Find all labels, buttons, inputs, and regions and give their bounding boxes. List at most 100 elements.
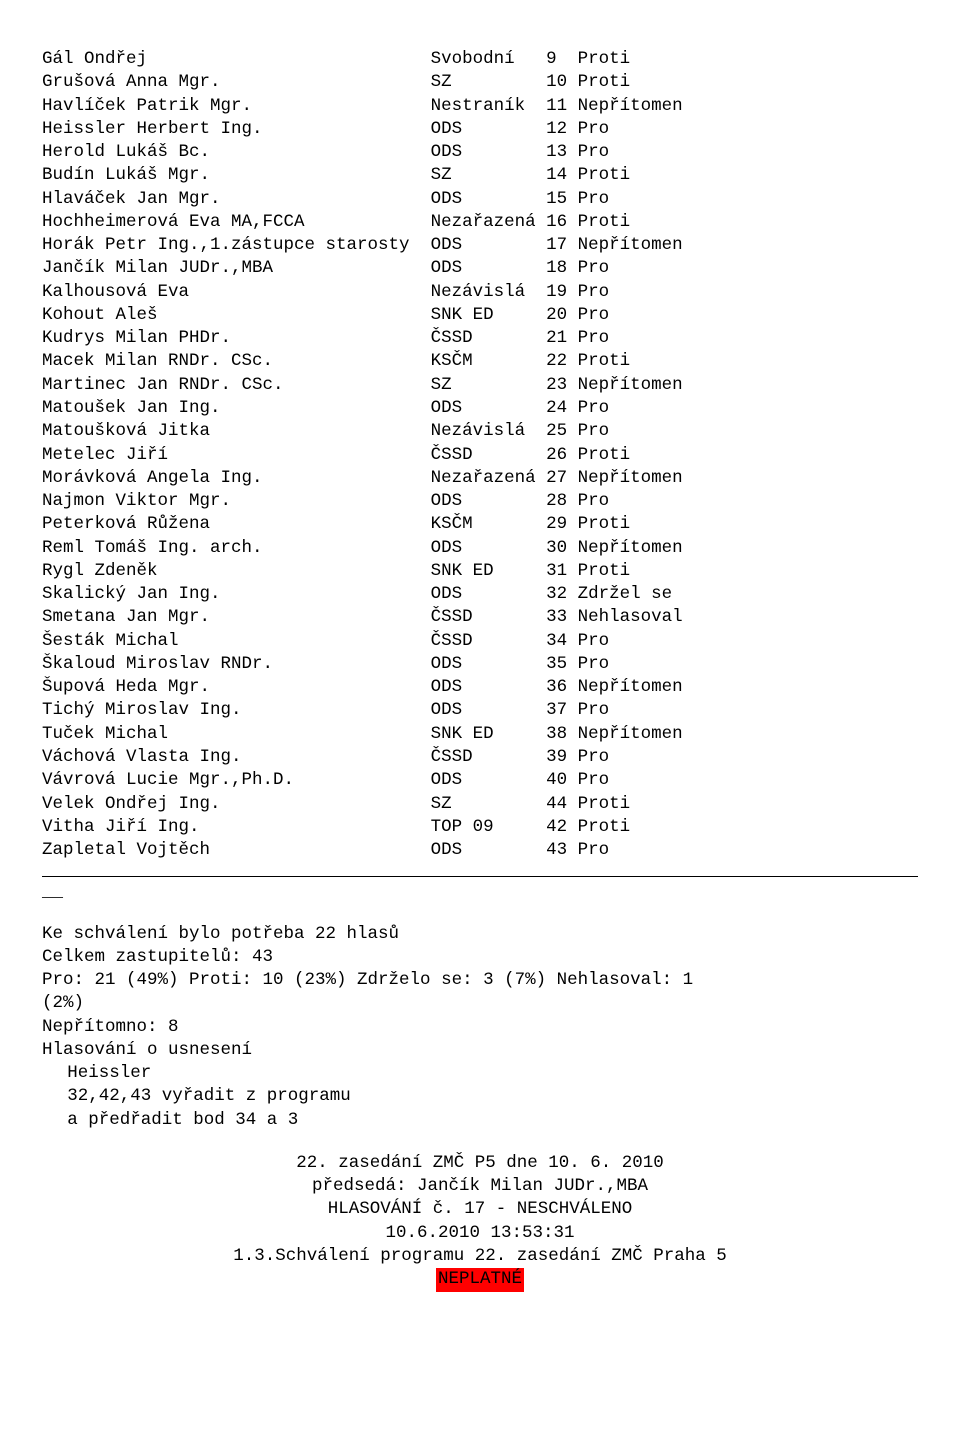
member-vote: Proti xyxy=(578,164,918,187)
member-number: 30 xyxy=(546,537,578,560)
member-vote: Nepřítomen xyxy=(578,467,918,490)
member-vote: Pro xyxy=(578,420,918,443)
member-number: 18 xyxy=(546,257,578,280)
member-vote: Zdržel se xyxy=(578,583,918,606)
member-number: 26 xyxy=(546,444,578,467)
roster-row: Budín Lukáš Mgr.SZ14Proti xyxy=(42,164,918,187)
member-vote: Proti xyxy=(578,513,918,536)
member-number: 38 xyxy=(546,723,578,746)
footer-vote-id: HLASOVÁNÍ č. 17 - NESCHVÁLENO xyxy=(42,1198,918,1221)
member-vote: Pro xyxy=(578,257,918,280)
member-name: Tuček Michal xyxy=(42,723,431,746)
member-party: ODS xyxy=(431,839,547,862)
footer-invalid-wrapper: NEPLATNÉ xyxy=(42,1268,918,1291)
member-number: 37 xyxy=(546,699,578,722)
roster-row: Hlaváček Jan Mgr.ODS15Pro xyxy=(42,188,918,211)
member-number: 42 xyxy=(546,816,578,839)
roster-row: Váchová Vlasta Ing.ČSSD39Pro xyxy=(42,746,918,769)
member-number: 39 xyxy=(546,746,578,769)
roster-row: Jančík Milan JUDr.,MBAODS18Pro xyxy=(42,257,918,280)
member-name: Heissler Herbert Ing. xyxy=(42,118,431,141)
member-name: Matoušek Jan Ing. xyxy=(42,397,431,420)
footer-agenda: 1.3.Schválení programu 22. zasedání ZMČ … xyxy=(42,1245,918,1268)
member-number: 44 xyxy=(546,793,578,816)
member-name: Váchová Vlasta Ing. xyxy=(42,746,431,769)
member-party: ODS xyxy=(431,490,547,513)
roster-row: Macek Milan RNDr. CSc.KSČM22Proti xyxy=(42,350,918,373)
member-vote: Pro xyxy=(578,141,918,164)
roster-row: Peterková RůženaKSČM29Proti xyxy=(42,513,918,536)
member-party: KSČM xyxy=(431,513,547,536)
member-name: Škaloud Miroslav RNDr. xyxy=(42,653,431,676)
footer-timestamp: 10.6.2010 13:53:31 xyxy=(42,1222,918,1245)
member-number: 19 xyxy=(546,281,578,304)
member-name: Horák Petr Ing.,1.zástupce starosty xyxy=(42,234,431,257)
roster-row: Šesták MichalČSSD34Pro xyxy=(42,630,918,653)
member-number: 12 xyxy=(546,118,578,141)
member-vote: Pro xyxy=(578,839,918,862)
roster-row: Reml Tomáš Ing. arch.ODS30Nepřítomen xyxy=(42,537,918,560)
roster-row: Kalhousová EvaNezávislá19Pro xyxy=(42,281,918,304)
member-party: SNK ED xyxy=(431,723,547,746)
member-party: ODS xyxy=(431,234,547,257)
member-party: TOP 09 xyxy=(431,816,547,839)
member-name: Jančík Milan JUDr.,MBA xyxy=(42,257,431,280)
roster-row: Smetana Jan Mgr.ČSSD33Nehlasoval xyxy=(42,606,918,629)
member-vote: Pro xyxy=(578,769,918,792)
summary-counts2: (2%) xyxy=(42,992,918,1015)
member-vote: Pro xyxy=(578,188,918,211)
member-vote: Proti xyxy=(578,560,918,583)
roster-row: Vitha Jiří Ing.TOP 0942Proti xyxy=(42,816,918,839)
member-name: Kohout Aleš xyxy=(42,304,431,327)
member-name: Metelec Jiří xyxy=(42,444,431,467)
member-number: 25 xyxy=(546,420,578,443)
member-number: 36 xyxy=(546,676,578,699)
member-vote: Proti xyxy=(578,444,918,467)
motion-line-3: a předřadit bod 34 a 3 xyxy=(42,1109,918,1132)
member-vote: Nepřítomen xyxy=(578,537,918,560)
member-name: Gál Ondřej xyxy=(42,48,431,71)
summary-counts1: Pro: 21 (49%) Proti: 10 (23%) Zdrželo se… xyxy=(42,969,918,992)
member-name: Budín Lukáš Mgr. xyxy=(42,164,431,187)
member-party: Nezařazená xyxy=(431,211,547,234)
roster-row: Tichý Miroslav Ing.ODS37Pro xyxy=(42,699,918,722)
member-party: SZ xyxy=(431,164,547,187)
member-party: ODS xyxy=(431,583,547,606)
roster-row: Kudrys Milan PHDr.ČSSD21Pro xyxy=(42,327,918,350)
roster-row: Kohout AlešSNK ED20Pro xyxy=(42,304,918,327)
member-party: Nezávislá xyxy=(431,281,547,304)
roster-row: Herold Lukáš Bc.ODS13Pro xyxy=(42,141,918,164)
member-number: 33 xyxy=(546,606,578,629)
member-number: 43 xyxy=(546,839,578,862)
member-party: ODS xyxy=(431,397,547,420)
member-vote: Nepřítomen xyxy=(578,95,918,118)
member-vote: Nepřítomen xyxy=(578,234,918,257)
member-vote: Nepřítomen xyxy=(578,676,918,699)
member-vote: Nepřítomen xyxy=(578,374,918,397)
member-party: ODS xyxy=(431,141,547,164)
member-vote: Pro xyxy=(578,397,918,420)
member-vote: Nepřítomen xyxy=(578,723,918,746)
invalid-label: NEPLATNÉ xyxy=(436,1268,524,1291)
member-party: ČSSD xyxy=(431,327,547,350)
member-vote: Proti xyxy=(578,71,918,94)
motion-line-1: Heissler xyxy=(42,1062,918,1085)
member-number: 15 xyxy=(546,188,578,211)
member-name: Rygl Zdeněk xyxy=(42,560,431,583)
vote-summary: Ke schválení bylo potřeba 22 hlasů Celke… xyxy=(42,923,918,1132)
member-name: Herold Lukáš Bc. xyxy=(42,141,431,164)
member-party: ČSSD xyxy=(431,746,547,769)
member-number: 23 xyxy=(546,374,578,397)
member-name: Grušová Anna Mgr. xyxy=(42,71,431,94)
member-vote: Pro xyxy=(578,327,918,350)
member-number: 32 xyxy=(546,583,578,606)
member-name: Peterková Růžena xyxy=(42,513,431,536)
member-party: ČSSD xyxy=(431,630,547,653)
member-number: 27 xyxy=(546,467,578,490)
roster-row: Vávrová Lucie Mgr.,Ph.D.ODS40Pro xyxy=(42,769,918,792)
roster-row: Hochheimerová Eva MA,FCCANezařazená16Pro… xyxy=(42,211,918,234)
roster-row: Horák Petr Ing.,1.zástupce starostyODS17… xyxy=(42,234,918,257)
roster-row: Rygl ZdeněkSNK ED31Proti xyxy=(42,560,918,583)
member-name: Havlíček Patrik Mgr. xyxy=(42,95,431,118)
roster-row: Velek Ondřej Ing.SZ44Proti xyxy=(42,793,918,816)
